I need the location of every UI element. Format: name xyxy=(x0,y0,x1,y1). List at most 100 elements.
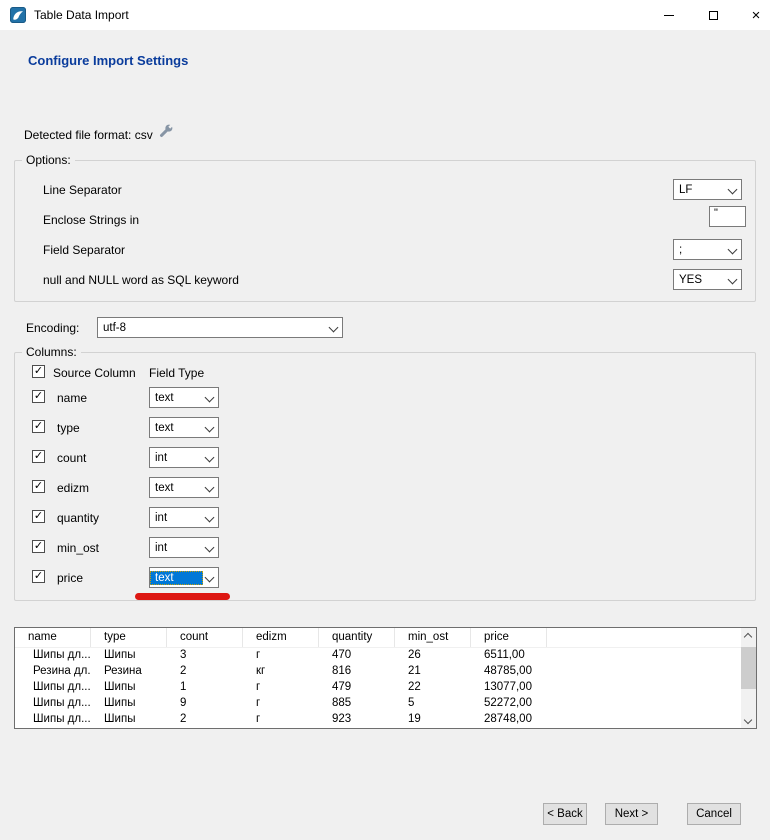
column-name: min_ost xyxy=(57,541,100,555)
select-all-checkbox[interactable]: ✓ xyxy=(32,365,45,378)
chevron-down-icon xyxy=(203,421,216,434)
encoding-select-value: utf-8 xyxy=(103,321,127,334)
preview-cell: 9 xyxy=(180,697,187,709)
encoding-label: Encoding: xyxy=(26,321,80,335)
preview-cell: Шипы xyxy=(104,697,136,709)
preview-rows: Шипы дл... Шипы 3 г 470 26 6511,00 Резина дл...… xyxy=(15,648,741,728)
preview-cell-filler xyxy=(547,712,741,728)
field-type-value: text xyxy=(150,570,203,585)
close-icon: × xyxy=(751,6,761,24)
preview-cell: Шипы дл... xyxy=(33,713,91,725)
option-select[interactable]: LF xyxy=(673,179,742,200)
preview-cell: Шипы дл... xyxy=(33,697,91,709)
preview-column-header[interactable]: name xyxy=(15,628,91,647)
preview-header-row: name type count edizm quantity min_ost price xyxy=(15,628,741,648)
columns-legend: Columns: xyxy=(22,345,81,359)
option-select[interactable]: YES xyxy=(673,269,742,290)
chevron-down-icon xyxy=(203,481,216,494)
preview-cell: г xyxy=(256,697,261,709)
option-label: Field Separator xyxy=(43,243,126,257)
field-type-value: int xyxy=(155,511,168,524)
column-name: type xyxy=(57,421,80,435)
minimize-button[interactable] xyxy=(651,0,687,30)
chevron-down-icon xyxy=(327,321,340,334)
column-checkbox[interactable]: ✓ xyxy=(32,420,45,433)
chevron-down-icon xyxy=(726,273,739,286)
preview-cell: 13077,00 xyxy=(484,681,532,693)
cancel-button[interactable]: Cancel xyxy=(687,803,741,825)
column-row: ✓ edizm text xyxy=(15,477,755,501)
field-type-select[interactable]: int xyxy=(149,507,219,528)
option-select-value: YES xyxy=(679,273,703,286)
option-row: Enclose Strings in " xyxy=(15,206,755,231)
field-type-value: int xyxy=(155,451,168,464)
preview-column-header[interactable]: price xyxy=(471,628,547,647)
preview-cell: 19 xyxy=(408,713,421,725)
column-checkbox[interactable]: ✓ xyxy=(32,510,45,523)
option-select-value: ; xyxy=(679,243,683,256)
preview-cell-filler xyxy=(547,696,741,712)
preview-column-header[interactable]: min_ost xyxy=(395,628,471,647)
field-type-select[interactable]: text xyxy=(149,567,219,588)
field-type-select[interactable]: text xyxy=(149,477,219,498)
detected-format-text: Detected file format: csv xyxy=(24,128,153,142)
option-textbox[interactable]: " xyxy=(709,206,746,227)
column-checkbox[interactable]: ✓ xyxy=(32,450,45,463)
field-type-select[interactable]: int xyxy=(149,447,219,468)
back-button[interactable]: < Back xyxy=(543,803,587,825)
preview-column-header[interactable]: edizm xyxy=(243,628,319,647)
preview-cell: 21 xyxy=(408,665,421,677)
source-column-header: Source Column xyxy=(53,366,136,380)
field-type-select[interactable]: text xyxy=(149,417,219,438)
option-select[interactable]: ; xyxy=(673,239,742,260)
column-row: ✓ name text xyxy=(15,387,755,411)
preview-cell-filler xyxy=(547,680,741,696)
preview-column-header-filler xyxy=(547,628,741,647)
preview-cell: 923 xyxy=(332,713,352,725)
column-checkbox[interactable]: ✓ xyxy=(32,570,45,583)
field-type-value: text xyxy=(155,391,174,404)
column-checkbox[interactable]: ✓ xyxy=(32,390,45,403)
column-row: ✓ price text xyxy=(15,567,755,591)
next-button[interactable]: Next > xyxy=(605,803,658,825)
column-checkbox[interactable]: ✓ xyxy=(32,480,45,493)
close-button[interactable]: × xyxy=(738,0,770,30)
chevron-down-icon xyxy=(203,391,216,404)
field-type-select[interactable]: int xyxy=(149,537,219,558)
preview-cell: 3 xyxy=(180,649,187,661)
window-title: Table Data Import xyxy=(34,8,129,22)
preview-column-header[interactable]: quantity xyxy=(319,628,395,647)
page-title: Configure Import Settings xyxy=(28,53,189,68)
preview-cell: г xyxy=(256,713,261,725)
preview-cell: 816 xyxy=(332,665,352,677)
column-checkbox[interactable]: ✓ xyxy=(32,540,45,553)
column-row: ✓ count int xyxy=(15,447,755,471)
preview-cell: Шипы xyxy=(104,713,136,725)
field-type-select[interactable]: text xyxy=(149,387,219,408)
encoding-select[interactable]: utf-8 xyxy=(97,317,343,338)
scroll-up-icon[interactable] xyxy=(741,628,756,643)
preview-cell: 2 xyxy=(180,713,187,725)
maximize-button[interactable] xyxy=(695,0,731,30)
preview-cell: Шипы дл... xyxy=(33,649,91,661)
preview-column-header[interactable]: count xyxy=(167,628,243,647)
preview-column-header[interactable]: type xyxy=(91,628,167,647)
preview-table: name type count edizm quantity min_ost price Ш… xyxy=(14,627,757,729)
preview-cell: 48785,00 xyxy=(484,665,532,677)
field-type-value: text xyxy=(155,481,174,494)
chevron-down-icon xyxy=(203,451,216,464)
scroll-down-icon[interactable] xyxy=(741,713,756,728)
preview-cell: Шипы дл... xyxy=(33,681,91,693)
preview-cell-filler xyxy=(547,648,741,664)
wrench-icon xyxy=(160,123,174,137)
scrollbar-thumb[interactable] xyxy=(741,647,756,689)
vertical-scrollbar[interactable] xyxy=(741,628,756,728)
chevron-down-icon xyxy=(203,541,216,554)
columns-groupbox: Columns: ✓ Source Column Field Type ✓ na… xyxy=(14,345,756,601)
preview-cell: 22 xyxy=(408,681,421,693)
preview-row: Резина дл... Резина 2 кг 816 21 48785,00 xyxy=(15,664,741,680)
column-name: name xyxy=(57,391,88,405)
column-name: quantity xyxy=(57,511,100,525)
preview-row: Шипы дл... Шипы 9 г 885 5 52272,00 xyxy=(15,696,741,712)
column-name: price xyxy=(57,571,84,585)
